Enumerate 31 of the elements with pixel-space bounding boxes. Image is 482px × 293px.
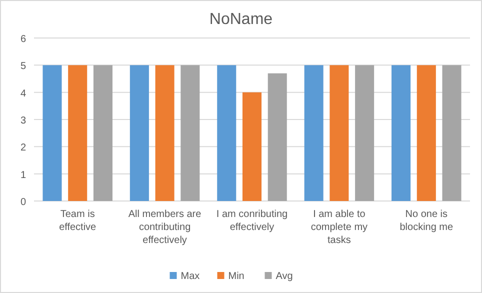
y-tick-label: 6 xyxy=(20,34,26,45)
bar xyxy=(242,92,262,201)
bar xyxy=(416,65,436,201)
bar xyxy=(442,65,462,201)
legend-label: Min xyxy=(228,271,244,282)
bar xyxy=(392,65,411,201)
y-tick-label: 2 xyxy=(20,142,26,154)
x-tick-label: I am conributing effectively xyxy=(216,209,288,233)
bar xyxy=(93,65,112,201)
bar xyxy=(68,65,88,201)
y-tick-label: 1 xyxy=(20,170,26,181)
bar xyxy=(304,65,324,201)
bar xyxy=(180,65,200,201)
bar xyxy=(330,65,349,201)
y-tick-label: 3 xyxy=(20,116,26,126)
y-tick-label: 0 xyxy=(20,197,26,208)
chart-title: NoName xyxy=(209,11,273,28)
y-tick-label: 4 xyxy=(20,88,26,100)
legend-label: Max xyxy=(180,271,200,282)
y-tick-label: 5 xyxy=(20,61,26,72)
x-tick-label: Team is effective xyxy=(59,209,97,233)
bar xyxy=(155,65,174,201)
bar xyxy=(355,65,374,201)
bar xyxy=(130,65,149,201)
bar xyxy=(268,73,287,201)
legend-label: Avg xyxy=(276,271,293,282)
bar xyxy=(42,65,62,201)
x-tick-label: All members are contributing effectively xyxy=(128,209,202,246)
x-tick-label: No one is blocking me xyxy=(400,209,454,233)
x-tick-label: I am able to complete my tasks xyxy=(310,209,368,246)
bar xyxy=(217,65,236,201)
